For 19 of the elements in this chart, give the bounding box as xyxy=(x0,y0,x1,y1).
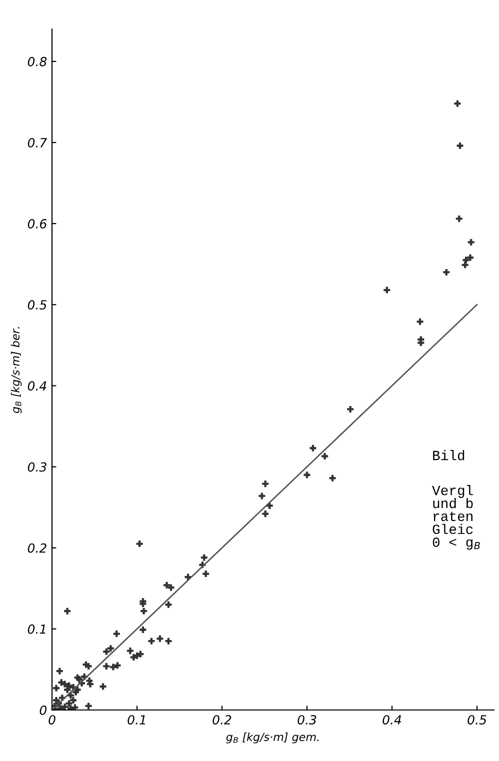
y-axis-title: g$_{B}$ [kg/s·m] ber. xyxy=(10,327,22,414)
x-tick-label: 0.4 xyxy=(382,715,402,725)
x-tick-label: 0 xyxy=(48,715,56,725)
y-tick-label: 0.3 xyxy=(28,462,46,472)
x-axis-title: g$_{B}$ [kg/s·m] gem. xyxy=(226,732,319,744)
y-tick-label: 0.8 xyxy=(28,56,47,66)
y-tick-label: 0 xyxy=(40,705,47,715)
x-tick-label: 0.1 xyxy=(128,715,146,725)
x-tick-label: 0.5 xyxy=(468,715,486,725)
annotation: Vergl und b raten Gleic 0 < g$_{B}$ xyxy=(432,485,480,550)
y-tick-label: 0.6 xyxy=(28,219,47,228)
y-tick-label: 0.2 xyxy=(28,543,46,553)
y-tick-label: 0.1 xyxy=(28,624,46,634)
annotation: Bild xyxy=(433,450,464,460)
y-tick-label: 0.7 xyxy=(28,138,48,148)
y-tick-label: 0.5 xyxy=(28,300,46,310)
x-tick-label: 0.2 xyxy=(212,715,232,725)
x-tick-label: 0.3 xyxy=(298,715,316,725)
y-tick-label: 0.4 xyxy=(28,381,46,391)
